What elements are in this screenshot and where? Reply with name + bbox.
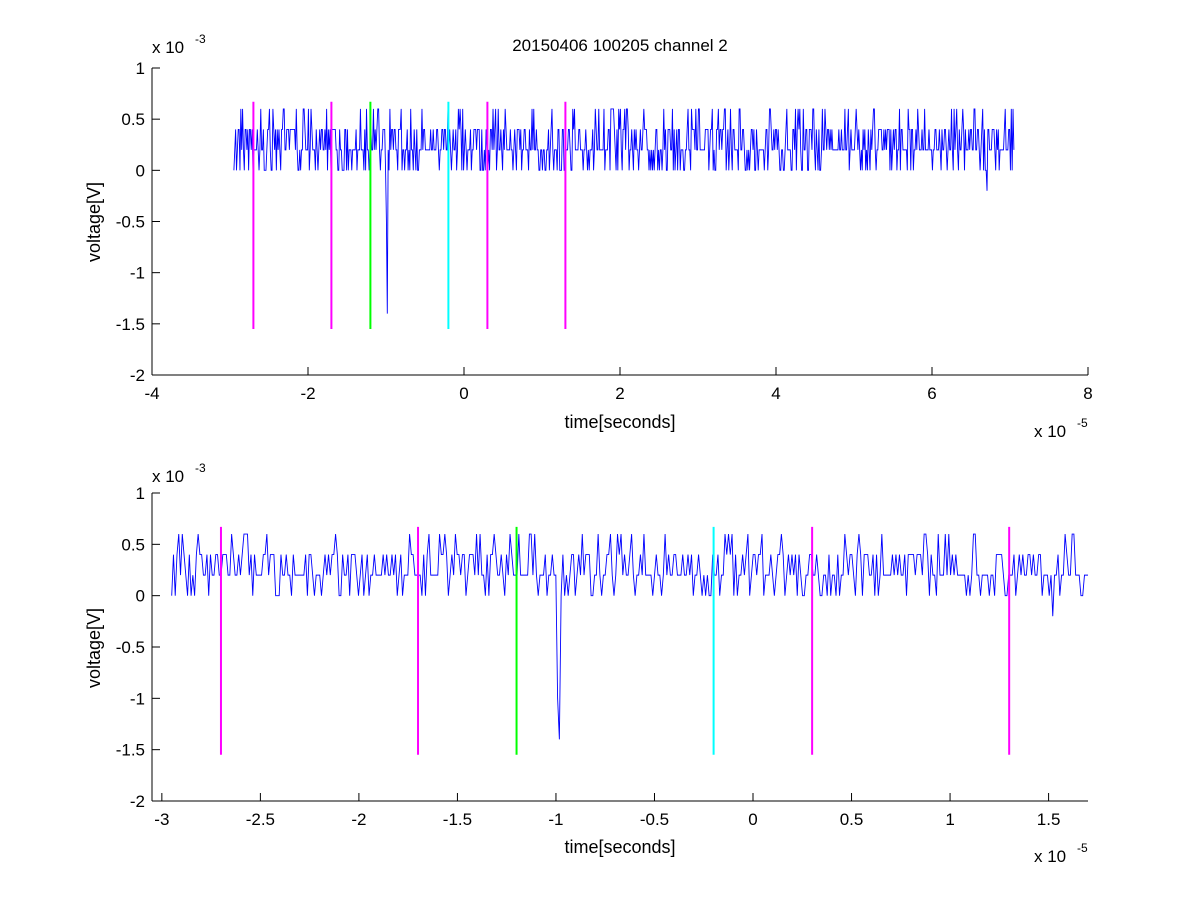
- x-tick-label: 6: [927, 384, 936, 403]
- bottom-x-axis-label: time[seconds]: [564, 837, 675, 857]
- bottom-plot: x 10 -3 x 10 -5 time[seconds] voltage[V]…: [84, 461, 1088, 866]
- bottom-y-exponent: x 10 -3: [152, 461, 206, 486]
- x-tick-label: 1.5: [1037, 810, 1061, 829]
- signal-trace: [233, 108, 1015, 314]
- bottom-x-exponent-power: -5: [1077, 841, 1088, 855]
- x-tick-label: 0.5: [840, 810, 864, 829]
- y-tick-label: -2: [130, 792, 145, 811]
- top-y-exponent-power: -3: [195, 32, 206, 46]
- signal-trace: [171, 533, 1088, 740]
- top-y-exponent-label: x 10: [152, 38, 184, 57]
- x-tick-label: 0: [459, 384, 468, 403]
- bottom-y-exponent-label: x 10: [152, 467, 184, 486]
- x-tick-label: 0: [748, 810, 757, 829]
- x-tick-label: -2.5: [246, 810, 275, 829]
- y-tick-label: -0.5: [116, 213, 145, 232]
- top-x-exponent-power: -5: [1077, 416, 1088, 430]
- x-tick-label: -2: [351, 810, 366, 829]
- top-x-exponent-label: x 10: [1034, 422, 1066, 441]
- x-tick-label: 1: [945, 810, 954, 829]
- x-tick-label: 4: [771, 384, 780, 403]
- x-tick-label: -4: [144, 384, 159, 403]
- top-x-exponent: x 10 -5: [1034, 416, 1088, 441]
- bottom-y-axis-label: voltage[V]: [84, 608, 104, 688]
- y-tick-label: 0: [136, 587, 145, 606]
- y-tick-label: 0: [136, 161, 145, 180]
- bottom-x-exponent-label: x 10: [1034, 847, 1066, 866]
- y-tick-label: 0.5: [121, 535, 145, 554]
- y-tick-label: -1: [130, 689, 145, 708]
- y-tick-label: -2: [130, 366, 145, 385]
- top-plot: 20150406 100205 channel 2 x 10 -3 x 10 -…: [84, 32, 1093, 441]
- x-tick-label: -3: [154, 810, 169, 829]
- bottom-x-exponent: x 10 -5: [1034, 841, 1088, 866]
- y-tick-label: -0.5: [116, 638, 145, 657]
- y-tick-label: 1: [136, 59, 145, 78]
- x-tick-label: -1: [548, 810, 563, 829]
- y-tick-label: -1: [130, 264, 145, 283]
- x-tick-label: -0.5: [640, 810, 669, 829]
- x-tick-label: -1.5: [443, 810, 472, 829]
- x-tick-label: -2: [300, 384, 315, 403]
- bottom-y-exponent-power: -3: [195, 461, 206, 475]
- top-y-exponent: x 10 -3: [152, 32, 206, 57]
- x-tick-label: 8: [1083, 384, 1092, 403]
- y-tick-label: -1.5: [116, 741, 145, 760]
- chart-title: 20150406 100205 channel 2: [512, 36, 728, 55]
- y-tick-label: 0.5: [121, 110, 145, 129]
- y-tick-label: -1.5: [116, 315, 145, 334]
- y-tick-label: 1: [136, 484, 145, 503]
- x-tick-label: 2: [615, 384, 624, 403]
- top-x-axis-label: time[seconds]: [564, 412, 675, 432]
- top-y-axis-label: voltage[V]: [84, 182, 104, 262]
